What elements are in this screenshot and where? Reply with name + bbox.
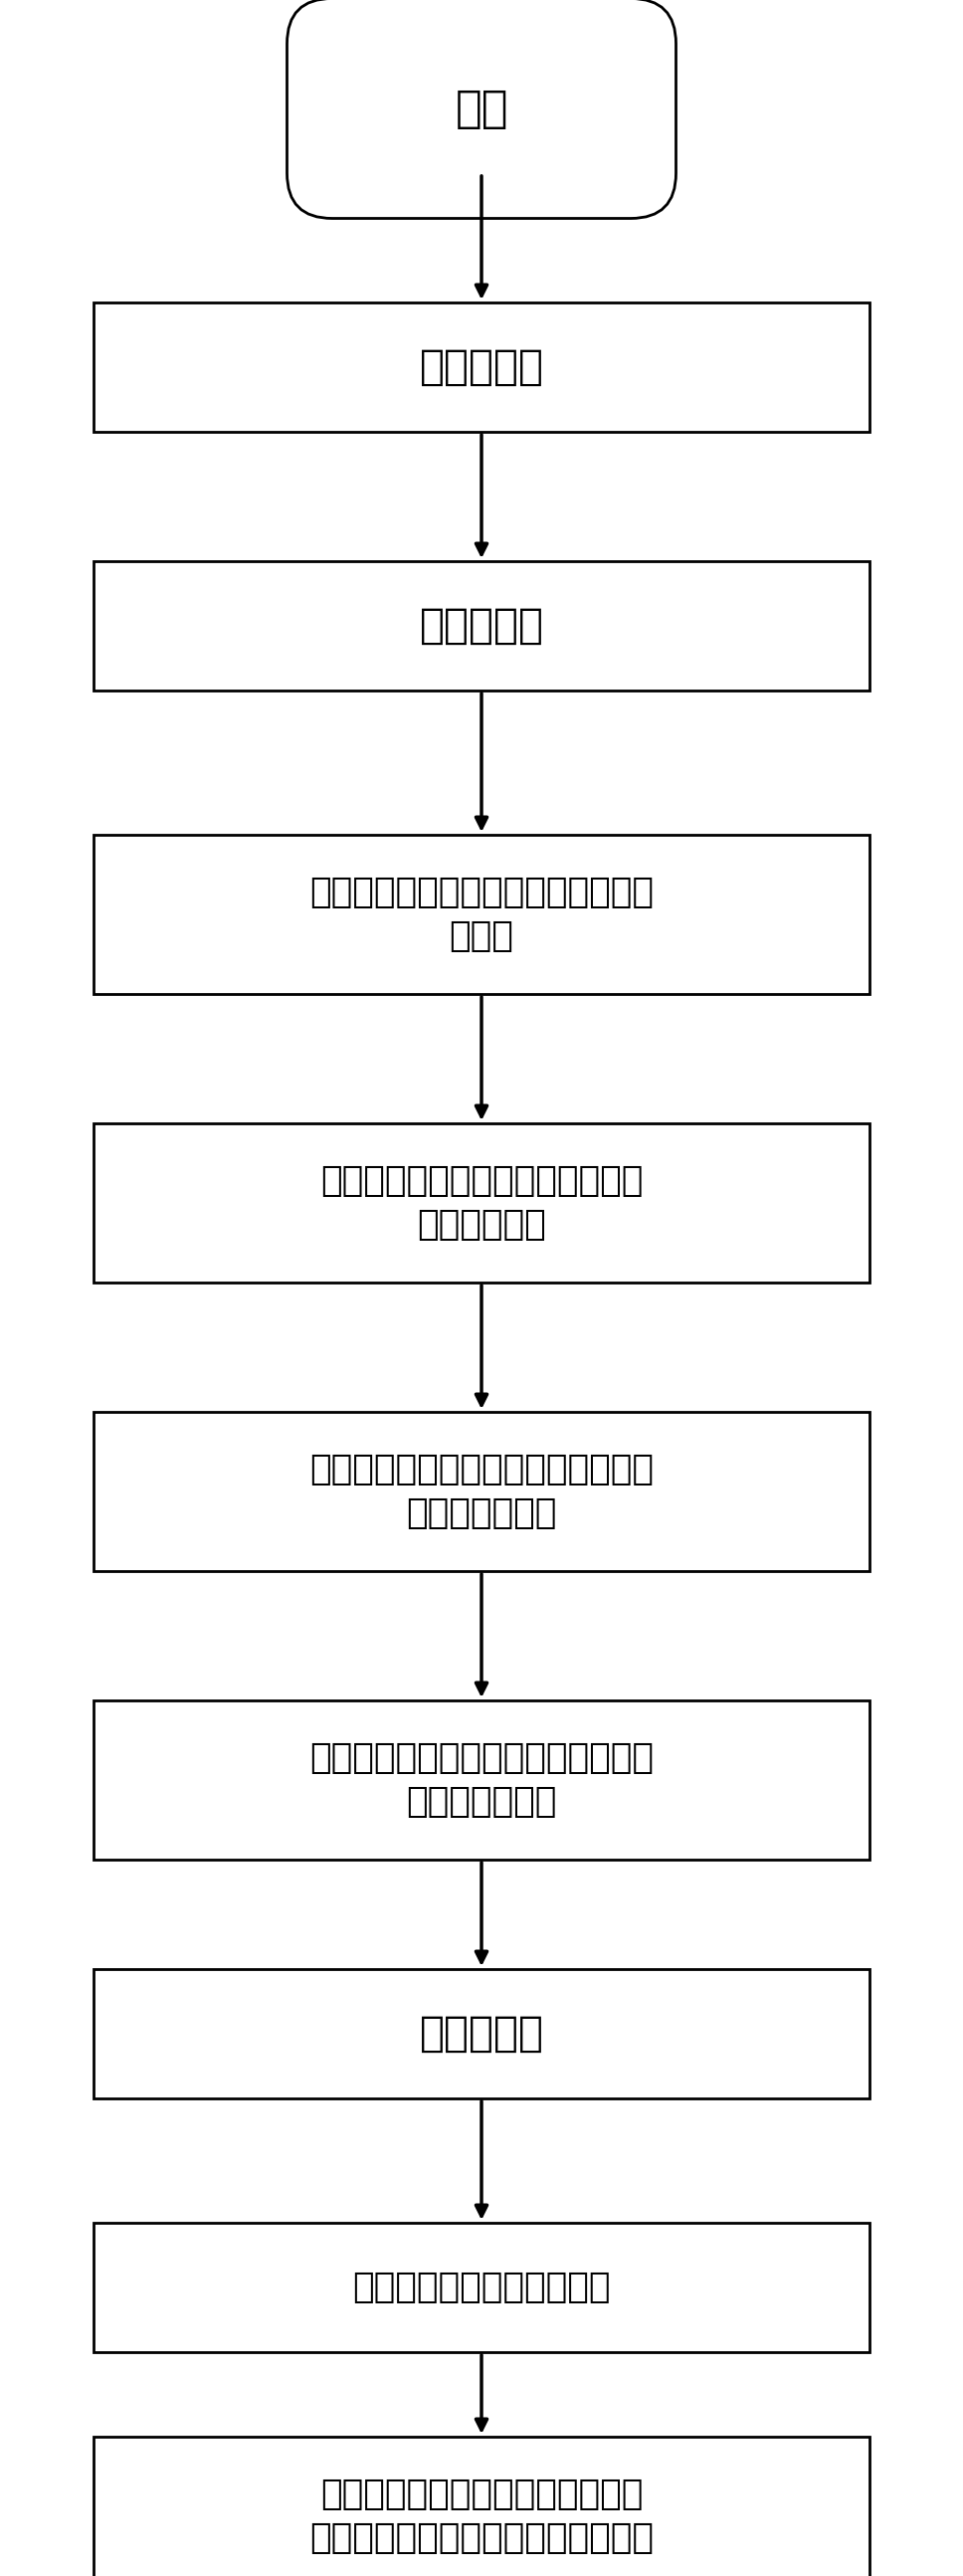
Text: 若同时打开两个热骨料贮料仓放料
门，视为补料: 若同时打开两个热骨料贮料仓放料 门，视为补料 <box>320 1164 643 1242</box>
Text: 计算出误差百分比，并显示补料信
息、实际卸料量、差值、误差百分比: 计算出误差百分比，并显示补料信 息、实际卸料量、差值、误差百分比 <box>309 2478 654 2555</box>
Text: 设定卸料量: 设定卸料量 <box>419 605 544 647</box>
Bar <box>93 562 870 690</box>
Text: 搅拌器拌料: 搅拌器拌料 <box>419 2012 544 2056</box>
Bar <box>93 301 870 433</box>
Text: 计算结果上传到终端计算机: 计算结果上传到终端计算机 <box>352 2269 611 2306</box>
Text: 筛分热骨料: 筛分热骨料 <box>419 345 544 389</box>
Text: 开始: 开始 <box>455 88 508 129</box>
Text: 计算出补料量、实际卸料量、设定与
实际卸料量差值: 计算出补料量、实际卸料量、设定与 实际卸料量差值 <box>309 1741 654 1819</box>
Bar <box>93 1123 870 1283</box>
Bar <box>93 2223 870 2352</box>
Bar <box>93 2437 870 2576</box>
Bar <box>93 1968 870 2099</box>
Text: 依次打开各热骨料贮料仓放料门，进
行卸料: 依次打开各热骨料贮料仓放料门，进 行卸料 <box>309 876 654 953</box>
Bar <box>93 1412 870 1571</box>
Bar <box>93 835 870 994</box>
FancyBboxPatch shape <box>287 0 676 219</box>
Text: 依次打开粉料贮料仓、沥青贮罐的放
料门，进行卸料: 依次打开粉料贮料仓、沥青贮罐的放 料门，进行卸料 <box>309 1453 654 1530</box>
Bar <box>93 1700 870 1860</box>
